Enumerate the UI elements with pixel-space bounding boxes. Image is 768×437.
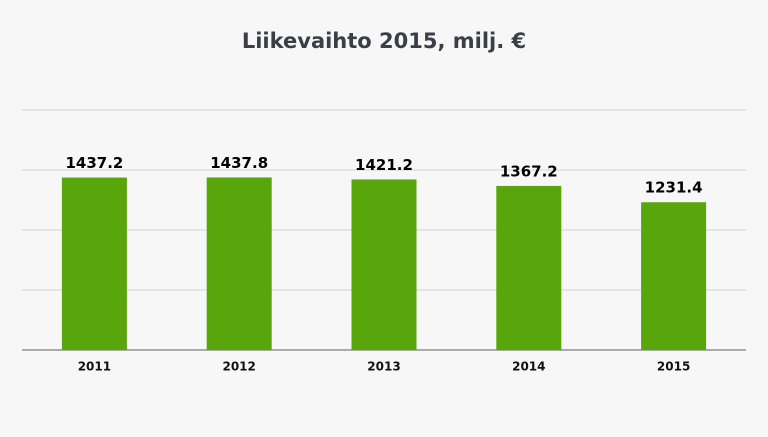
bar xyxy=(206,177,272,350)
bar xyxy=(351,179,417,350)
x-tick-label: 2014 xyxy=(512,360,545,374)
value-label: 1231.4 xyxy=(645,179,703,197)
value-label: 1437.8 xyxy=(210,154,268,172)
x-tick-label: 2013 xyxy=(367,360,400,374)
bar xyxy=(496,185,562,350)
chart-title: Liikevaihto 2015, milj. € xyxy=(242,29,526,53)
value-label: 1421.2 xyxy=(355,156,413,174)
x-tick-label: 2015 xyxy=(657,360,690,374)
bar xyxy=(61,177,127,350)
value-label: 1437.2 xyxy=(65,154,123,172)
bar xyxy=(641,202,707,350)
x-tick-label: 2012 xyxy=(222,360,255,374)
value-label: 1367.2 xyxy=(500,162,558,180)
x-tick-label: 2011 xyxy=(78,360,111,374)
